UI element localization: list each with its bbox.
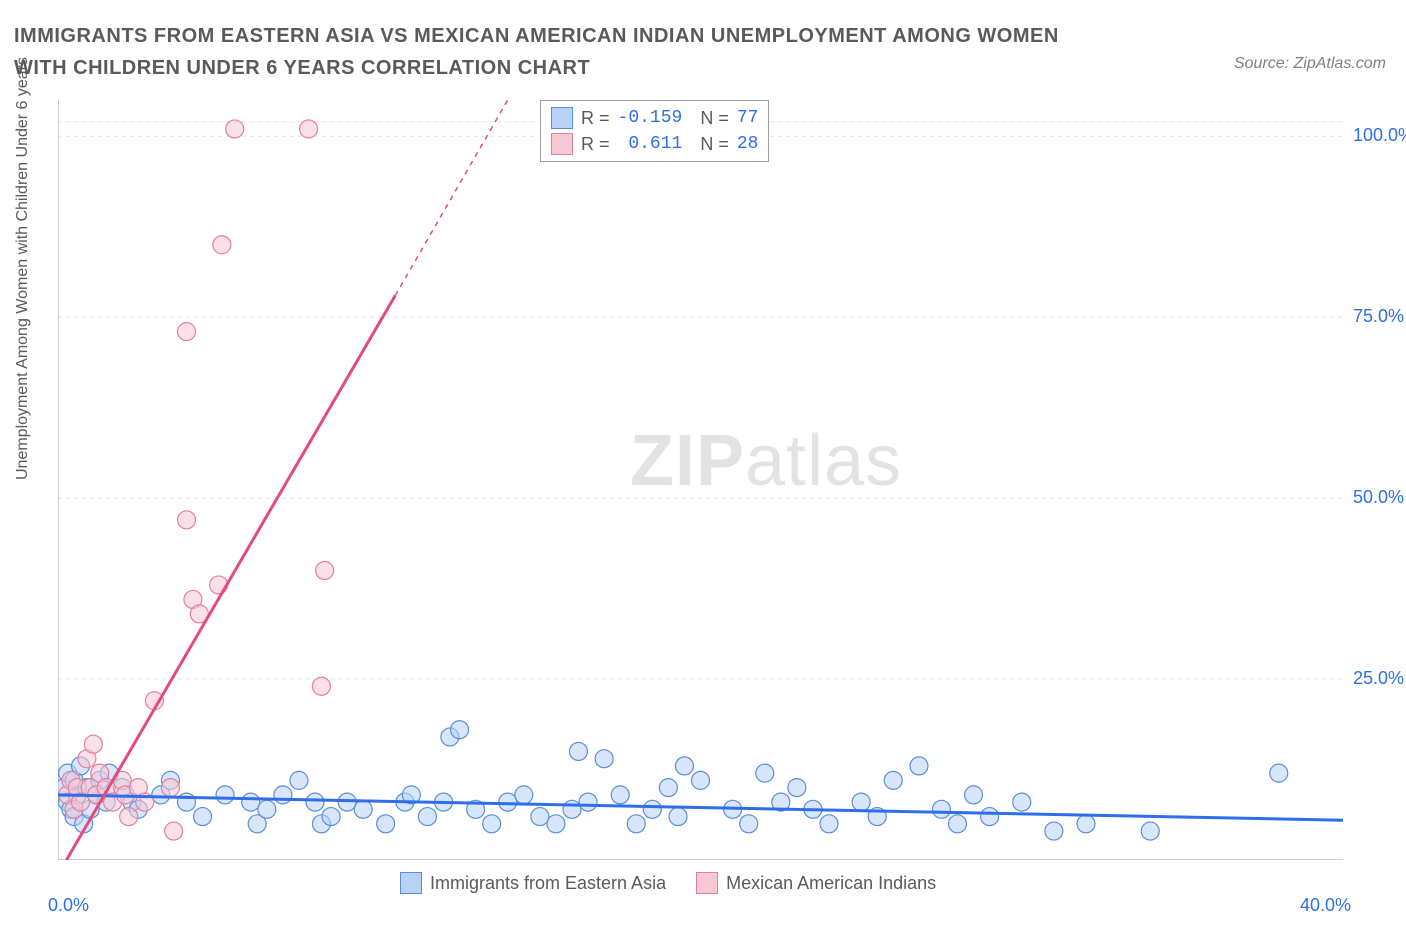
n-label: N = (690, 108, 729, 129)
legend-item-pink: Mexican American Indians (696, 872, 936, 894)
x-axis-min-label: 0.0% (48, 895, 89, 916)
stats-row-blue: R = -0.159 N = 77 (551, 105, 758, 131)
stats-legend: R = -0.159 N = 77 R = 0.611 N = 28 (540, 100, 769, 162)
y-tick-label: 25.0% (1353, 668, 1404, 689)
n-label: N = (690, 134, 729, 155)
page-title: IMMIGRANTS FROM EASTERN ASIA VS MEXICAN … (14, 20, 1064, 84)
legend-item-blue: Immigrants from Eastern Asia (400, 872, 666, 894)
legend-label-pink: Mexican American Indians (726, 873, 936, 894)
bottom-legend: Immigrants from Eastern Asia Mexican Ame… (400, 872, 936, 894)
r-label: R = (581, 134, 610, 155)
y-tick-label: 50.0% (1353, 487, 1404, 508)
source-credit: Source: ZipAtlas.com (1234, 55, 1386, 73)
n-value-pink: 28 (737, 134, 759, 154)
r-value-blue: -0.159 (618, 108, 683, 128)
legend-swatch-blue (400, 872, 422, 894)
y-tick-label: 100.0% (1353, 125, 1406, 146)
x-axis-max-label: 40.0% (1300, 895, 1351, 916)
y-tick-label: 75.0% (1353, 306, 1404, 327)
n-value-blue: 77 (737, 108, 759, 128)
legend-swatch-pink (696, 872, 718, 894)
swatch-pink (551, 133, 573, 155)
stats-row-pink: R = 0.611 N = 28 (551, 131, 758, 157)
r-value-pink: 0.611 (618, 134, 683, 154)
r-label: R = (581, 108, 610, 129)
swatch-blue (551, 107, 573, 129)
y-axis-label: Unemployment Among Women with Children U… (14, 57, 32, 480)
legend-label-blue: Immigrants from Eastern Asia (430, 873, 666, 894)
scatter-plot (58, 100, 1343, 860)
